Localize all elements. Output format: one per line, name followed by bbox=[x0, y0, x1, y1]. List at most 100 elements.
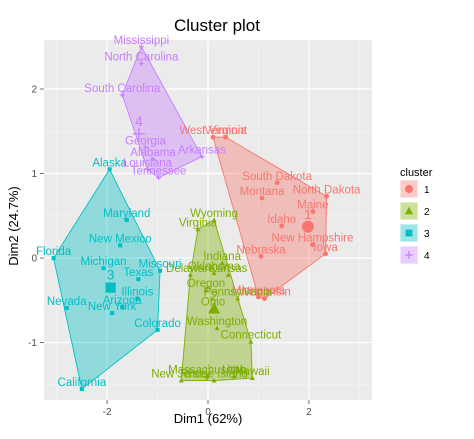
legend-marker bbox=[405, 185, 413, 193]
point-label: South Dakota bbox=[242, 171, 312, 183]
data-point bbox=[250, 375, 255, 380]
point-label: Iowa bbox=[313, 242, 338, 254]
legend: cluster 1 2 3 4 bbox=[399, 167, 433, 265]
data-point bbox=[150, 156, 156, 162]
data-point bbox=[310, 242, 315, 247]
data-point bbox=[143, 144, 148, 150]
x-axis-title: Dim1 (62%) bbox=[174, 411, 243, 426]
point-label: Georgia bbox=[125, 135, 167, 147]
data-point bbox=[248, 339, 254, 344]
data-point bbox=[235, 295, 241, 301]
point-label: California bbox=[58, 377, 107, 389]
point-label: Alaska bbox=[92, 157, 127, 169]
legend-title: cluster bbox=[400, 167, 433, 179]
point-label: Illinois bbox=[121, 287, 153, 299]
data-point bbox=[225, 272, 231, 277]
point-label: New Jersey bbox=[151, 369, 211, 381]
point-label: Oklahoma bbox=[188, 261, 241, 273]
legend-label-2: 2 bbox=[424, 207, 430, 218]
data-point bbox=[155, 327, 160, 332]
x-tick-label: 0 bbox=[205, 407, 211, 418]
plot-panel bbox=[44, 40, 372, 400]
data-point bbox=[107, 167, 112, 172]
cluster-1-center-label: 1 bbox=[304, 206, 312, 222]
point-label: West Virginia bbox=[179, 125, 247, 137]
data-point bbox=[138, 44, 144, 50]
point-label: Tennessee bbox=[131, 166, 187, 178]
point-label: Oregon bbox=[187, 278, 225, 290]
point-label: Wisconsin bbox=[238, 287, 290, 299]
point-label: Pennsylvania bbox=[204, 287, 273, 299]
data-point bbox=[101, 266, 106, 271]
point-label: Minnesota bbox=[232, 285, 286, 297]
point-label: Maryland bbox=[103, 208, 150, 220]
point-label: Michigan bbox=[81, 256, 127, 268]
point-label: Missouri bbox=[139, 259, 182, 271]
data-point bbox=[110, 310, 115, 315]
point-label: Alabama bbox=[130, 147, 176, 159]
point-label: Nebraska bbox=[236, 244, 286, 256]
cluster-3-hull bbox=[53, 168, 161, 390]
point-label: Kansas bbox=[209, 263, 248, 275]
data-point bbox=[79, 386, 84, 392]
legend-label-4: 4 bbox=[424, 251, 430, 262]
data-point bbox=[64, 305, 69, 310]
data-point bbox=[51, 255, 56, 261]
data-point bbox=[219, 260, 225, 266]
point-label: New Mexico bbox=[89, 233, 152, 245]
point-label: Louisiana bbox=[123, 157, 173, 169]
cluster-4-center-label: 4 bbox=[135, 113, 143, 129]
cluster-2-center bbox=[208, 302, 221, 314]
point-label: Colorado bbox=[134, 318, 181, 330]
point-label: Utah bbox=[222, 364, 246, 376]
data-point bbox=[204, 373, 209, 379]
legend-marker bbox=[405, 206, 413, 215]
point-label: Washington bbox=[187, 316, 247, 328]
legend-label-1: 1 bbox=[424, 185, 430, 196]
data-point bbox=[156, 175, 161, 181]
cluster-points bbox=[51, 44, 329, 392]
data-point bbox=[324, 193, 329, 199]
point-label: Maine bbox=[297, 200, 328, 212]
point-label: New York bbox=[88, 301, 137, 313]
data-point bbox=[199, 154, 205, 160]
data-point bbox=[258, 253, 264, 259]
point-label: Arkansas bbox=[178, 145, 226, 157]
point-label: Indiana bbox=[203, 251, 241, 263]
data-point bbox=[120, 305, 125, 310]
data-point bbox=[262, 296, 267, 301]
axis-ticks: -2 0 2 -1 0 1 2 bbox=[28, 85, 312, 418]
data-point bbox=[119, 92, 125, 98]
data-point bbox=[195, 226, 201, 232]
data-point bbox=[210, 134, 216, 140]
y-axis-title: Dim2 (24.7%) bbox=[6, 186, 21, 265]
data-point bbox=[211, 270, 217, 276]
y-tick-label: 0 bbox=[31, 254, 37, 265]
point-label: Virginia bbox=[179, 217, 218, 229]
point-label: Hawaii bbox=[235, 366, 270, 378]
y-tick-label: 2 bbox=[31, 85, 37, 96]
data-point bbox=[223, 134, 229, 140]
legend-marker bbox=[405, 229, 413, 237]
point-label: North Dakota bbox=[293, 184, 361, 196]
data-point bbox=[135, 296, 140, 301]
point-label: Rhode Island bbox=[180, 369, 248, 381]
data-point bbox=[310, 209, 316, 214]
point-label: Mississippi bbox=[114, 35, 170, 47]
data-point bbox=[187, 272, 193, 277]
point-label: Ohio bbox=[201, 297, 225, 309]
point-label: Wyoming bbox=[190, 208, 238, 220]
cluster-2-hull bbox=[180, 219, 253, 382]
data-point bbox=[279, 223, 285, 229]
point-label: Florida bbox=[36, 246, 72, 258]
point-label: Montana bbox=[240, 186, 285, 198]
data-point bbox=[274, 180, 280, 186]
point-label: Arizona bbox=[103, 295, 143, 307]
data-point bbox=[158, 268, 163, 273]
data-point bbox=[178, 377, 184, 383]
data-point bbox=[256, 294, 261, 300]
point-label: Idaho bbox=[267, 214, 296, 226]
x-tick-label: -2 bbox=[103, 407, 112, 418]
